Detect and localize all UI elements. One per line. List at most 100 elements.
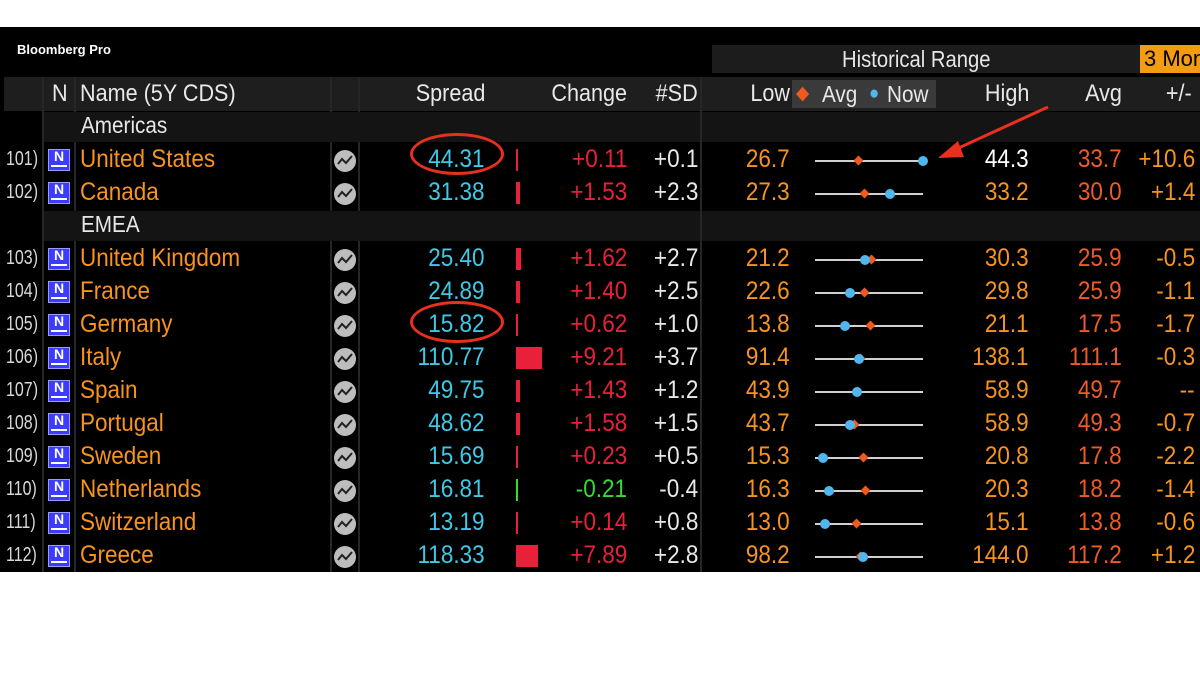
row-number[interactable]: 105) bbox=[6, 313, 38, 336]
news-icon[interactable]: N bbox=[48, 347, 70, 369]
range-period-button[interactable]: 3 Mon bbox=[1140, 45, 1200, 73]
change-value: +1.40 bbox=[570, 277, 627, 306]
col-header-avg[interactable]: Avg bbox=[1085, 79, 1122, 109]
change-value: +1.43 bbox=[570, 376, 627, 405]
legend-avg-label: Avg bbox=[822, 79, 857, 109]
chart-graph-icon[interactable] bbox=[334, 183, 356, 205]
chart-graph-icon[interactable] bbox=[334, 249, 356, 271]
row-number[interactable]: 111) bbox=[6, 511, 36, 534]
spread-value: 118.33 bbox=[418, 541, 485, 570]
col-header-sd[interactable]: #SD bbox=[656, 79, 698, 109]
range-high: 58.9 bbox=[985, 409, 1029, 438]
col-header-plusminus[interactable]: +/- bbox=[1166, 79, 1192, 109]
change-value: +1.58 bbox=[570, 409, 627, 438]
plus-minus-value: -0.5 bbox=[1156, 244, 1195, 273]
security-name-greece[interactable]: Greece bbox=[80, 541, 154, 570]
col-header-spread[interactable]: Spread bbox=[415, 79, 485, 109]
security-name-portugal[interactable]: Portugal bbox=[80, 409, 164, 438]
col-header-name[interactable]: Name (5Y CDS) bbox=[80, 79, 236, 109]
col-header-low[interactable]: Low bbox=[750, 79, 790, 109]
chart-graph-icon[interactable] bbox=[334, 381, 356, 403]
security-name-italy[interactable]: Italy bbox=[80, 343, 121, 372]
row-number[interactable]: 112) bbox=[6, 544, 37, 567]
chart-graph-icon[interactable] bbox=[334, 315, 356, 337]
plus-minus-value: -1.1 bbox=[1156, 277, 1195, 306]
security-name-spain[interactable]: Spain bbox=[80, 376, 138, 405]
plus-minus-value: -- bbox=[1180, 376, 1195, 405]
security-name-france[interactable]: France bbox=[80, 277, 150, 306]
news-icon[interactable]: N bbox=[48, 545, 70, 567]
chart-graph-icon[interactable] bbox=[334, 414, 356, 436]
row-number[interactable]: 101) bbox=[6, 148, 38, 171]
range-low: 98.2 bbox=[746, 541, 790, 570]
row-number[interactable]: 108) bbox=[6, 412, 38, 435]
chart-graph-icon[interactable] bbox=[334, 546, 356, 568]
range-track bbox=[815, 556, 923, 558]
chart-graph-icon[interactable] bbox=[334, 480, 356, 502]
chart-graph-icon[interactable] bbox=[334, 150, 356, 172]
legend-now-label: Now bbox=[887, 79, 928, 109]
now-marker bbox=[858, 552, 868, 562]
news-icon[interactable]: N bbox=[48, 512, 70, 534]
col-header-n[interactable]: N bbox=[52, 79, 68, 109]
plus-minus-value: +10.6 bbox=[1138, 145, 1195, 174]
chart-graph-icon[interactable] bbox=[334, 282, 356, 304]
range-high: 58.9 bbox=[985, 376, 1029, 405]
news-icon[interactable]: N bbox=[48, 149, 70, 171]
range-low: 15.3 bbox=[746, 442, 790, 471]
spread-value: 110.77 bbox=[418, 343, 485, 372]
security-name-canada[interactable]: Canada bbox=[80, 178, 159, 207]
row-number[interactable]: 110) bbox=[6, 478, 37, 501]
row-number[interactable]: 106) bbox=[6, 346, 38, 369]
now-marker bbox=[818, 453, 828, 463]
range-low: 22.6 bbox=[746, 277, 790, 306]
chart-graph-icon[interactable] bbox=[334, 513, 356, 535]
sd-value: +0.1 bbox=[654, 145, 698, 174]
security-name-united-kingdom[interactable]: United Kingdom bbox=[80, 244, 240, 273]
change-bar bbox=[516, 479, 518, 501]
now-marker bbox=[824, 486, 834, 496]
change-bar bbox=[516, 545, 538, 567]
change-value: +7.89 bbox=[570, 541, 627, 570]
spread-value: 49.75 bbox=[429, 376, 485, 405]
row-number[interactable]: 103) bbox=[6, 247, 38, 270]
news-icon[interactable]: N bbox=[48, 413, 70, 435]
sd-value: +1.2 bbox=[654, 376, 698, 405]
security-name-united-states[interactable]: United States bbox=[80, 145, 215, 174]
range-track bbox=[815, 160, 923, 162]
historical-range-title: Historical Range bbox=[842, 46, 991, 73]
news-icon[interactable]: N bbox=[48, 281, 70, 303]
legend-now-icon: ● bbox=[869, 79, 879, 109]
range-avg: 13.8 bbox=[1078, 508, 1122, 537]
sd-value: +0.5 bbox=[654, 442, 698, 471]
sd-value: +3.7 bbox=[654, 343, 698, 372]
row-number[interactable]: 109) bbox=[6, 445, 38, 468]
range-high: 138.1 bbox=[973, 343, 1029, 372]
security-name-sweden[interactable]: Sweden bbox=[80, 442, 161, 471]
security-name-germany[interactable]: Germany bbox=[80, 310, 173, 339]
sd-value: +0.8 bbox=[654, 508, 698, 537]
news-icon[interactable]: N bbox=[48, 479, 70, 501]
chart-graph-icon[interactable] bbox=[334, 447, 356, 469]
row-number[interactable]: 102) bbox=[6, 181, 38, 204]
sd-value: -0.4 bbox=[659, 475, 698, 504]
plus-minus-value: -2.2 bbox=[1156, 442, 1195, 471]
security-name-switzerland[interactable]: Switzerland bbox=[80, 508, 196, 537]
section-header-bg bbox=[702, 211, 1200, 241]
now-marker bbox=[820, 519, 830, 529]
col-header-change[interactable]: Change bbox=[551, 79, 627, 109]
security-name-netherlands[interactable]: Netherlands bbox=[80, 475, 201, 504]
legend-avg-icon: ◆ bbox=[796, 79, 809, 109]
range-avg: 25.9 bbox=[1078, 244, 1122, 273]
row-number[interactable]: 104) bbox=[6, 280, 38, 303]
chart-graph-icon[interactable] bbox=[334, 348, 356, 370]
news-icon[interactable]: N bbox=[48, 314, 70, 336]
change-value: +0.62 bbox=[570, 310, 627, 339]
range-low: 43.9 bbox=[746, 376, 790, 405]
change-bar bbox=[516, 413, 520, 435]
news-icon[interactable]: N bbox=[48, 380, 70, 402]
news-icon[interactable]: N bbox=[48, 182, 70, 204]
row-number[interactable]: 107) bbox=[6, 379, 38, 402]
news-icon[interactable]: N bbox=[48, 248, 70, 270]
news-icon[interactable]: N bbox=[48, 446, 70, 468]
